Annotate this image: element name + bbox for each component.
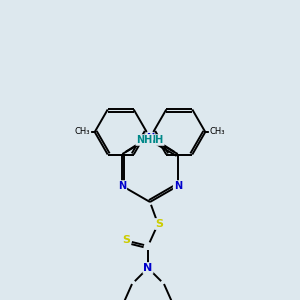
Text: CH₃: CH₃ [209,128,225,136]
Text: N: N [174,181,182,191]
Text: CH₃: CH₃ [75,128,91,136]
Text: S: S [155,219,163,229]
Text: S: S [122,235,130,245]
Text: N: N [143,263,153,273]
Text: N: N [146,133,154,143]
Text: NH: NH [136,135,152,145]
Text: NH: NH [148,135,164,145]
Text: N: N [118,181,126,191]
